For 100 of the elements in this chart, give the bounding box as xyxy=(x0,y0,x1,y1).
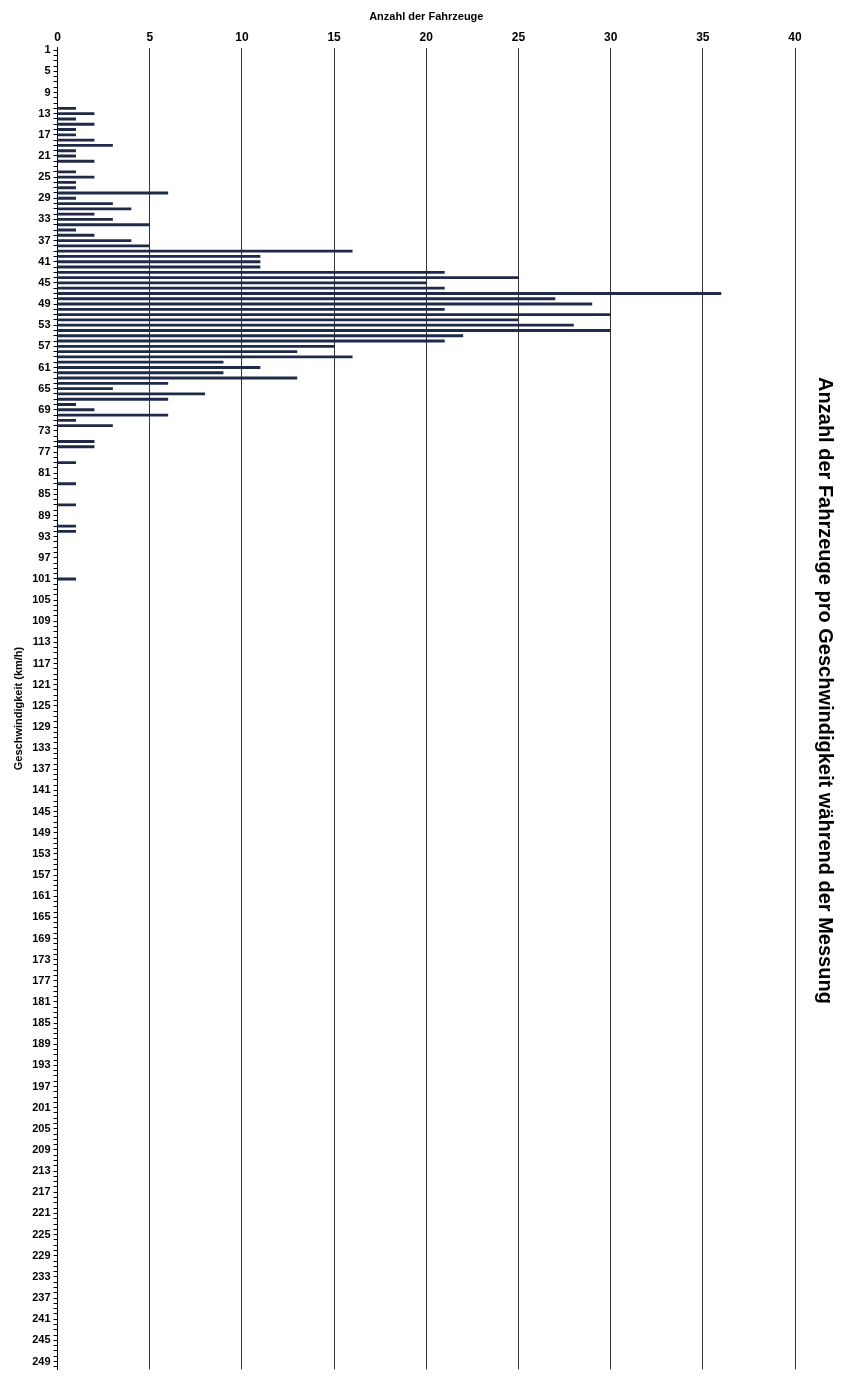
y-tick-label: 81 xyxy=(38,466,51,479)
y-tick-label: 197 xyxy=(32,1079,51,1092)
bar xyxy=(58,233,95,237)
bar xyxy=(58,276,519,280)
bar xyxy=(58,318,519,322)
x-tick-label: 35 xyxy=(696,29,710,44)
y-tick-label: 225 xyxy=(32,1227,51,1240)
bar xyxy=(58,371,224,375)
y-tick-label: 177 xyxy=(32,973,51,986)
bar xyxy=(58,334,464,338)
y-tick-label: 9 xyxy=(44,85,51,98)
y-tick-label: 205 xyxy=(32,1121,51,1134)
y-tick-label: 241 xyxy=(32,1312,51,1325)
bar xyxy=(58,424,113,428)
x-tick-label: 15 xyxy=(327,29,342,44)
bar xyxy=(58,159,95,163)
y-tick-label: 113 xyxy=(32,635,51,648)
y-tick-label: 17 xyxy=(38,127,51,140)
y-tick-label: 237 xyxy=(32,1291,51,1304)
y-tick-label: 157 xyxy=(32,868,51,881)
x-tick-label: 25 xyxy=(511,29,526,44)
y-tick-label: 93 xyxy=(38,529,51,542)
y-tick-label: 141 xyxy=(32,783,51,796)
y-tick-label: 129 xyxy=(32,720,51,733)
bar xyxy=(58,281,427,285)
bar xyxy=(58,170,76,174)
y-tick-label: 117 xyxy=(32,656,51,669)
bar xyxy=(58,355,353,359)
y-tick-label: 97 xyxy=(38,550,51,563)
y-tick-label: 153 xyxy=(32,846,51,859)
bar xyxy=(58,329,611,332)
y-tick-label: 229 xyxy=(32,1248,51,1261)
bar xyxy=(58,181,76,184)
y-tick-label: 125 xyxy=(32,698,51,711)
x-tick-label: 0 xyxy=(54,29,62,44)
y-tick-label: 245 xyxy=(32,1333,51,1346)
y-tick-label: 217 xyxy=(32,1185,51,1198)
bar xyxy=(58,323,574,327)
bar xyxy=(58,143,113,147)
y-tick-label: 149 xyxy=(32,825,51,838)
y-tick-label: 105 xyxy=(32,593,51,606)
bar xyxy=(58,344,335,348)
y-tick-label: 181 xyxy=(32,994,51,1007)
bar xyxy=(58,366,261,369)
y-tick-label: 33 xyxy=(38,212,51,225)
bar xyxy=(58,149,76,153)
y-tick-label: 233 xyxy=(32,1269,51,1282)
bar xyxy=(58,397,169,401)
y-tick-label: 77 xyxy=(38,445,51,458)
bar xyxy=(58,223,150,227)
bar xyxy=(58,440,95,443)
bar xyxy=(58,133,76,137)
bar xyxy=(58,524,76,528)
y-tick-label: 25 xyxy=(38,170,51,183)
bar xyxy=(58,297,556,301)
bar xyxy=(58,418,76,422)
y-tick-label: 85 xyxy=(38,487,51,500)
bar xyxy=(58,381,169,385)
x-tick-label: 20 xyxy=(419,29,434,44)
bar xyxy=(58,270,445,274)
bar xyxy=(58,260,261,264)
y-tick-label: 109 xyxy=(32,614,51,627)
bar xyxy=(58,186,76,190)
y-tick-label: 221 xyxy=(32,1206,51,1219)
bar xyxy=(58,461,76,465)
bar xyxy=(58,286,445,290)
y-tick-label: 137 xyxy=(32,762,51,775)
y-tick-label: 29 xyxy=(38,191,51,204)
bar xyxy=(58,387,113,391)
y-tick-label: 5 xyxy=(44,64,51,77)
bar xyxy=(58,138,95,142)
y-tick-label: 173 xyxy=(32,952,51,965)
y-tick-label: 41 xyxy=(38,254,51,267)
bar xyxy=(58,218,113,221)
y-tick-label: 133 xyxy=(32,741,51,754)
x-tick-label: 10 xyxy=(235,29,249,44)
bar xyxy=(58,529,76,533)
y-tick-label: 21 xyxy=(38,149,51,162)
y-tick-label: 13 xyxy=(38,106,51,119)
y-tick-label: 61 xyxy=(38,360,51,373)
y-tick-label: 161 xyxy=(32,889,51,902)
y-tick-label: 185 xyxy=(32,1016,51,1029)
y-tick-label: 189 xyxy=(32,1037,51,1050)
bar xyxy=(58,360,224,364)
y-tick-label: 169 xyxy=(32,931,51,944)
y-tick-label: 89 xyxy=(38,508,51,521)
bar xyxy=(58,128,76,131)
text: Anzahl der Fahrzeuge pro Geschwindigkeit während der Messung xyxy=(815,377,838,1004)
bar xyxy=(58,403,76,406)
y-tick-label: 65 xyxy=(38,381,51,394)
bar xyxy=(58,207,132,211)
bar xyxy=(58,196,76,200)
y-tick-label: 213 xyxy=(32,1164,51,1177)
y-tick-label: 193 xyxy=(32,1058,51,1071)
bar xyxy=(58,249,353,253)
y-tick-label: 249 xyxy=(32,1354,51,1367)
bar xyxy=(58,292,722,295)
bar xyxy=(58,350,298,354)
bar xyxy=(58,106,76,110)
y-tick-label: 57 xyxy=(38,339,51,352)
